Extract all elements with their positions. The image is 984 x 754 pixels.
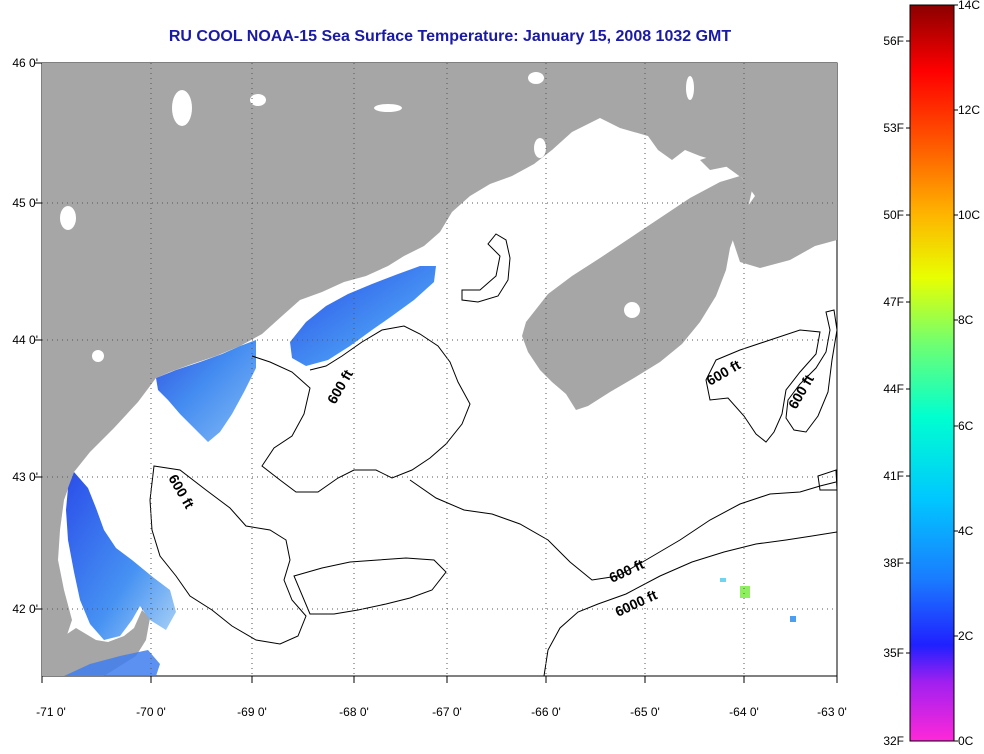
lon-label: -69 0' <box>237 705 267 719</box>
lon-tick-marks <box>41 676 838 683</box>
celsius-label: 0C <box>958 734 974 748</box>
sst-patch-maine-coast <box>156 340 256 442</box>
fahrenheit-label: 41F <box>883 469 904 483</box>
fahrenheit-label: 32F <box>883 734 904 748</box>
fahrenheit-label: 44F <box>883 382 904 396</box>
lat-label: 45 0' <box>12 196 38 210</box>
celsius-label: 12C <box>958 103 980 117</box>
colorbar-ticks <box>906 4 958 742</box>
lat-label: 42 0' <box>12 602 38 616</box>
minas-basin <box>560 232 612 252</box>
colorbar-fahrenheit-labels: 56F 53F 50F 47F 44F 41F 38F 35F 32F <box>883 34 904 748</box>
map-title: RU COOL NOAA-15 Sea Surface Temperature:… <box>168 28 732 45</box>
lon-label: -71 0' <box>36 705 66 719</box>
colorbar-celsius-labels: 14C 12C 10C 8C 6C 4C 2C 0C <box>958 0 980 748</box>
inland-lakes <box>60 72 694 362</box>
fahrenheit-label: 47F <box>883 295 904 309</box>
lon-label: -70 0' <box>136 705 166 719</box>
fahrenheit-label: 56F <box>883 34 904 48</box>
lon-label: -68 0' <box>339 705 369 719</box>
bathymetry-contours <box>149 233 837 676</box>
lon-label: -64 0' <box>729 705 759 719</box>
fahrenheit-label: 53F <box>883 121 904 135</box>
lon-label: -65 0' <box>630 705 660 719</box>
bay-of-fundy <box>520 170 704 292</box>
sst-patch-warm <box>740 586 750 598</box>
sst-speck <box>720 578 726 582</box>
land-pei <box>700 146 800 170</box>
sst-patch-south <box>64 650 160 676</box>
colorbar-scale <box>909 4 955 742</box>
colorbar: 56F 53F 50F 47F 44F 41F 38F 35F 32F 14C … <box>883 0 980 748</box>
lon-label: -66 0' <box>531 705 561 719</box>
fahrenheit-label: 35F <box>883 646 904 660</box>
lat-label: 46 0' <box>12 56 38 70</box>
celsius-label: 14C <box>958 0 980 12</box>
celsius-label: 10C <box>958 208 980 222</box>
lat-tick-labels: 46 0' 45 0' 44 0' 43 0' 42 0' <box>12 56 38 616</box>
fahrenheit-label: 38F <box>883 556 904 570</box>
celsius-label: 8C <box>958 313 974 327</box>
fahrenheit-label: 50F <box>883 208 904 222</box>
lon-tick-labels: -71 0' -70 0' -69 0' -68 0' -67 0' -66 0… <box>36 705 847 719</box>
celsius-label: 4C <box>958 524 974 538</box>
land-mainland <box>42 63 837 676</box>
lon-label: -67 0' <box>432 705 462 719</box>
sst-speck <box>790 616 796 622</box>
lon-label: -63 0' <box>817 705 847 719</box>
graticule <box>42 63 837 676</box>
lat-label: 43 0' <box>12 470 38 484</box>
land-nova-scotia <box>522 176 752 410</box>
sst-patch-massachusetts <box>66 472 176 640</box>
celsius-label: 6C <box>958 419 974 433</box>
lat-label: 44 0' <box>12 333 38 347</box>
sst-patch-penobscot <box>290 266 436 366</box>
lat-tick-marks <box>35 62 42 610</box>
celsius-label: 2C <box>958 629 974 643</box>
